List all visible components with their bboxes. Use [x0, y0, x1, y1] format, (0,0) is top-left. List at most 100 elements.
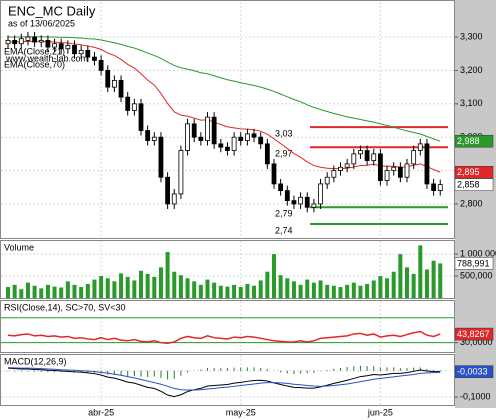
level-label: 2,97	[275, 149, 293, 159]
chart-subtitle: as of 13/06/2025	[8, 18, 75, 28]
candle-body	[211, 116, 217, 145]
rsi-panel-frame	[0, 300, 455, 353]
volume-bar	[198, 284, 203, 298]
candle-body	[311, 203, 317, 208]
volume-bar	[298, 284, 303, 298]
x-tick-label: may-25	[226, 407, 256, 417]
volume-bar	[371, 280, 376, 298]
volume-bar	[351, 282, 356, 298]
volume-bar	[365, 283, 370, 298]
candle-body	[178, 150, 184, 195]
legend-label: EMA(Close,21)	[4, 46, 65, 56]
candle-body	[258, 136, 264, 145]
volume-bar	[338, 287, 343, 298]
volume-bar	[272, 254, 276, 298]
candle-body	[131, 103, 137, 111]
candle-body	[18, 38, 24, 45]
candle-body	[371, 153, 377, 161]
volume-bar	[99, 276, 104, 298]
candle-body	[331, 170, 337, 178]
level-label: 2,74	[275, 225, 293, 235]
volume-bar	[132, 280, 137, 298]
y-tick-label: 3,300	[460, 31, 483, 41]
candle-body	[12, 39, 18, 45]
volume-bar	[418, 245, 423, 298]
candle-body	[404, 163, 410, 178]
candle-body	[78, 50, 84, 55]
price-panel-frame	[0, 0, 455, 239]
candle-body	[358, 150, 363, 155]
value-badge-label: 2,988	[457, 136, 480, 146]
indicator-line	[7, 367, 441, 391]
candle-body	[411, 150, 417, 165]
volume-bar	[45, 284, 50, 298]
volume-bar	[145, 273, 150, 298]
volume-bar	[158, 267, 163, 298]
candle-body	[324, 176, 330, 185]
volume-bar	[285, 278, 290, 298]
candle-body	[58, 43, 64, 50]
indicator-line	[8, 40, 441, 173]
volume-bar	[139, 270, 143, 298]
candle-body	[5, 39, 11, 45]
level-label: 3,03	[275, 129, 293, 139]
volume-bar	[65, 281, 70, 298]
candle-body	[431, 183, 437, 191]
candle-body	[171, 193, 177, 205]
volume-bar	[424, 269, 429, 298]
volume-bar	[185, 278, 190, 298]
x-tick-label: abr-25	[88, 407, 114, 417]
candle-body	[291, 200, 297, 205]
volume-bar	[232, 284, 237, 298]
value-badge-label: 788,991	[457, 258, 490, 268]
legend-label: EMA(Close,70)	[4, 59, 65, 69]
candle-body	[318, 183, 323, 205]
candle-body	[145, 130, 151, 141]
volume-bar	[258, 280, 263, 298]
candle-body	[125, 96, 131, 111]
candle-body	[338, 166, 343, 171]
candle-body	[165, 176, 171, 205]
volume-bar	[431, 260, 436, 298]
candle-body	[417, 143, 423, 151]
candle-body	[158, 136, 164, 178]
candle-body	[351, 153, 357, 165]
volume-bar	[12, 284, 17, 298]
candle-body	[191, 123, 197, 138]
value-badge-label: -0,0033	[457, 367, 488, 377]
chart-title: ENC_MC Daily	[8, 3, 96, 18]
candle-body	[384, 170, 390, 181]
candle-body	[397, 166, 403, 178]
candle-body	[244, 133, 250, 141]
candle-body	[25, 36, 31, 41]
volume-bar	[325, 284, 330, 298]
y-tick-label: 3,100	[460, 98, 483, 108]
candle-body	[271, 163, 277, 185]
y-tick-label: 500,000	[460, 270, 493, 280]
candle-body	[238, 136, 244, 141]
candle-body	[251, 133, 257, 138]
volume-bar	[52, 286, 57, 298]
volume-bar	[378, 276, 383, 298]
volume-bar	[305, 279, 310, 298]
watermark: www.wealth-lab.com	[5, 53, 88, 63]
candle-body	[85, 50, 91, 58]
volume-bar	[165, 251, 170, 298]
volume-bar	[252, 285, 257, 298]
candle-body	[264, 143, 270, 165]
candle-body	[304, 196, 310, 208]
volume-bar	[39, 288, 44, 298]
candle-body	[437, 184, 443, 191]
volume-bar	[205, 279, 210, 298]
y-tick-label: 3,200	[460, 65, 483, 75]
volume-bar	[405, 267, 409, 298]
volume-bar	[172, 271, 177, 298]
candle-body	[105, 70, 111, 88]
volume-bar	[178, 275, 183, 298]
volume-bar	[72, 284, 77, 298]
candle-body	[231, 136, 237, 151]
candle-body	[45, 39, 51, 48]
candle-body	[98, 60, 104, 71]
candle-body	[185, 123, 190, 151]
value-badge-label: 2,895	[457, 167, 480, 177]
